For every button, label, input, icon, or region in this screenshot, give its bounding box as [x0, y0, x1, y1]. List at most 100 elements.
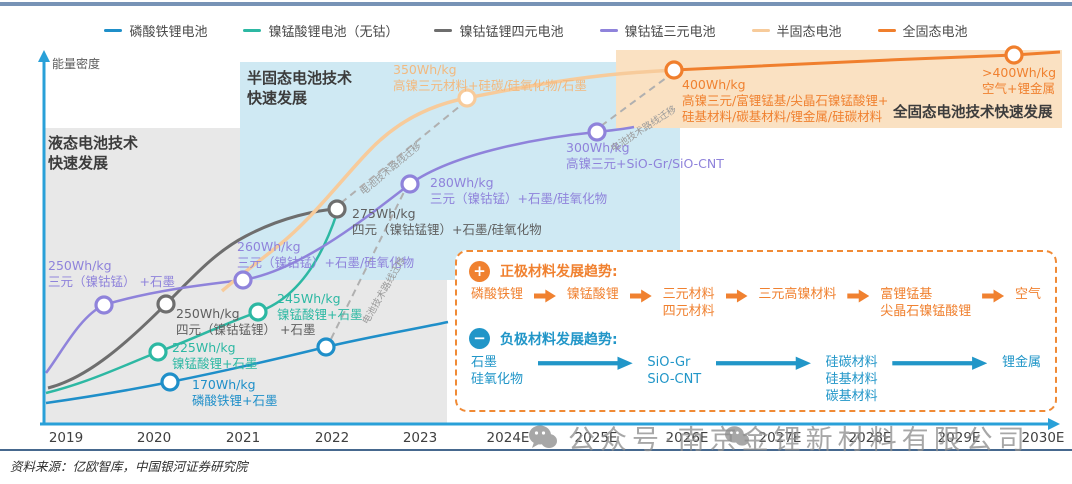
annotation-400Wh/kg: 400Wh/kg 高镍三元/富锂锰基/尖晶石镍锰酸锂+ 硅基材料/碳基材料/锂金… [682, 77, 889, 124]
annotation-225Wh/kg: 225Wh/kg 镍锰酸锂+石墨 [172, 340, 258, 371]
y-axis-label: 能量密度 [52, 57, 101, 71]
cathode-step-3: 三元高镍材料 [758, 287, 837, 302]
x-axis-ticks: 2019 2020 2021 2022 2023 2024E 2025E 2026E 2027E… [0, 430, 1072, 446]
legend-item-2: 镍钴锰锂四元电池 [434, 21, 564, 40]
cathode-trend-flow: 磷酸铁锂 镍锰酸锂 三元材料 四元材料 三元高镍材料 富锂锰基 尖晶石镍锰酸锂 空气 [471, 287, 1041, 321]
legend-item-0: 磷酸铁锂电池 [104, 21, 207, 40]
series-lfp-line [45, 320, 449, 405]
data-point-marker [233, 270, 253, 290]
wechat-icon [529, 425, 557, 448]
data-point-marker [1004, 45, 1024, 65]
material-trend-panel: + 正极材料发展趋势: 磷酸铁锂 镍锰酸锂 三元材料 四元材料 三元高镍材料 富锂锰基 … [455, 250, 1057, 412]
annotation-280Wh/kg: 280Wh/kg 三元（镍钴锰）+石墨/硅氧化物 [430, 175, 608, 206]
data-point-marker [160, 372, 180, 392]
legend-label: 镍钴锰三元电池 [624, 25, 716, 40]
annotation-350Wh/kg: 350Wh/kg 高镍三元材料+硅碳/硅氧化物/石墨 [393, 62, 587, 93]
series-lnmo-line [45, 212, 339, 395]
annotation-170Wh/kg: 170Wh/kg 磷酸铁锂+石墨 [192, 377, 278, 408]
legend: 磷酸铁锂电池 镍锰酸锂电池（无钴） 镍钴锰锂四元电池 镍钴锰三元电池 半固态电池 全固态电… [0, 21, 1072, 40]
data-point-marker [94, 295, 114, 315]
flow-arrow-icon [982, 289, 1005, 303]
flow-arrow-icon [537, 356, 633, 370]
legend-item-1: 镍锰酸锂电池（无钴） [243, 21, 398, 40]
anode-trend-flow: 石墨 硅氧化物 SiO-Gr SiO-CNT 硅碳材料 硅基材料 碳基材料 锂金属 [471, 355, 1041, 406]
data-point-marker [148, 342, 168, 362]
top-divider [0, 2, 1072, 6]
annotation-260Wh/kg: 260Wh/kg 三元（镍钴锰）+石墨/硅氧化物 [237, 239, 415, 270]
x-tick-2029E: 2029E [937, 430, 981, 446]
bottom-divider [0, 449, 1072, 451]
flow-arrow-icon [715, 356, 811, 370]
legend-label: 镍锰酸锂电池（无钴） [268, 25, 399, 40]
y-axis-arrow [38, 50, 50, 62]
cathode-step-2: 三元材料 四元材料 [662, 287, 715, 319]
flow-arrow-icon [847, 289, 870, 303]
data-point-marker [457, 88, 477, 108]
annotation-245Wh/kg: 245Wh/kg 镍锰酸锂+石墨 [277, 291, 363, 322]
flow-arrow-icon [533, 289, 556, 303]
legend-label: 磷酸铁锂电池 [129, 25, 208, 40]
data-point-marker [400, 174, 420, 194]
x-tick-2024E: 2024E [486, 430, 530, 446]
x-tick-2030E: 2030E [1021, 430, 1065, 446]
wechat-icon [725, 426, 749, 446]
cathode-step-4: 富锂锰基 尖晶石镍锰酸锂 [880, 287, 972, 319]
migration-dashed-lines [330, 77, 667, 340]
anode-step-2: 硅碳材料 硅基材料 碳基材料 [825, 354, 878, 404]
minus-icon: − [469, 328, 490, 350]
flow-arrow-icon [629, 289, 652, 303]
legend-swatch [751, 29, 770, 32]
legend-label: 镍钴锰锂四元电池 [459, 25, 564, 40]
legend-swatch [434, 29, 453, 32]
data-point-marker [316, 337, 336, 357]
legend-swatch [877, 29, 896, 32]
anode-trend-header: − 负极材料发展趋势: [469, 326, 1043, 352]
x-tick-2028E: 2028E [848, 430, 892, 446]
cathode-trend-title: 正极材料发展趋势: [500, 264, 618, 280]
series-semi-solid-line [220, 68, 675, 293]
region-title-liquid: 液态电池技术 快速发展 [48, 134, 139, 173]
annotation-250Wh/kg: 250Wh/kg 四元（镍钴锰锂） +石墨 [176, 306, 316, 337]
x-tick-2026E: 2026E [665, 430, 709, 446]
x-tick-2025E: 2025E [574, 430, 618, 446]
legend-swatch [243, 29, 262, 32]
region-title-semi-solid: 半固态电池技术 快速发展 [247, 69, 353, 108]
annotation->400Wh/kg: >400Wh/kg 空气+锂金属 [982, 65, 1056, 96]
data-point-marker [156, 294, 176, 314]
x-axis-arrow [1048, 418, 1060, 430]
x-tick-2022: 2022 [314, 430, 350, 446]
annotation-250Wh/kg: 250Wh/kg 三元（镍钴锰） +石墨 [48, 258, 175, 289]
plus-icon: + [469, 260, 490, 282]
data-point-markers [94, 45, 1024, 392]
series-all-solid-line [673, 50, 1061, 72]
legend-label: 全固态电池 [902, 25, 968, 40]
cathode-step-1: 镍锰酸锂 [566, 287, 619, 302]
legend-swatch [104, 29, 123, 32]
flow-arrow-icon [892, 356, 988, 370]
legend-item-4: 半固态电池 [751, 21, 842, 40]
watermark-text: 公众号·南京金锂新材料有限公司 [568, 425, 1030, 456]
annotation-300Wh/kg: 300Wh/kg 高镍三元+SiO-Gr/SiO-CNT [566, 140, 724, 171]
annotation-275Wh/kg: 275Wh/kg 四元（镍钴锰锂）+石墨/硅氧化物 [352, 206, 542, 237]
cathode-trend-header: + 正极材料发展趋势: [469, 258, 1043, 284]
anode-step-1: SiO-Gr SiO-CNT [647, 354, 702, 387]
data-point-marker [664, 60, 684, 80]
anode-step-0: 石墨 硅氧化物 [471, 354, 524, 387]
x-tick-2023: 2023 [402, 430, 438, 446]
watermark: 公众号·南京金锂新材料有限公司 [528, 418, 1030, 457]
flow-arrow-icon [725, 289, 748, 303]
x-tick-2020: 2020 [136, 430, 172, 446]
legend-label: 半固态电池 [776, 25, 842, 40]
data-point-marker [587, 122, 607, 142]
data-point-marker [248, 302, 268, 322]
x-tick-2019: 2019 [48, 430, 84, 446]
legend-swatch [599, 29, 618, 32]
cathode-step-5: 空气 [1014, 287, 1041, 302]
series-quaternary-line [47, 207, 338, 390]
data-point-marker [327, 199, 347, 219]
cathode-step-0: 磷酸铁锂 [471, 287, 524, 302]
anode-step-3: 锂金属 [1001, 354, 1041, 370]
x-tick-2021: 2021 [225, 430, 261, 446]
legend-item-5: 全固态电池 [877, 21, 968, 40]
